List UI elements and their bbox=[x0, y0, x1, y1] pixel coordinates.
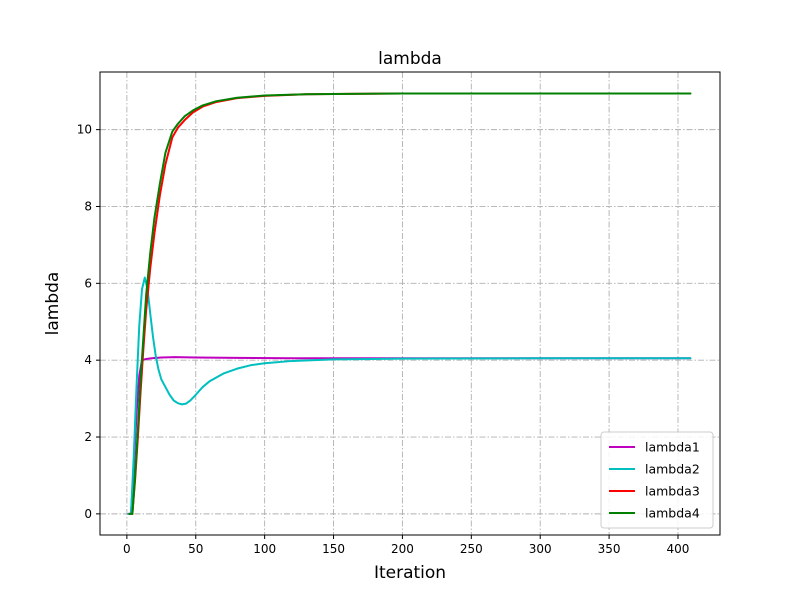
series-line-lambda4 bbox=[128, 92, 692, 515]
legend-label-lambda2: lambda2 bbox=[645, 462, 700, 477]
y-tick-label: 8 bbox=[84, 199, 92, 213]
series-lines bbox=[127, 92, 692, 515]
x-tick-label: 0 bbox=[123, 542, 131, 556]
x-tick-label: 250 bbox=[460, 542, 483, 556]
y-tick-label: 0 bbox=[84, 507, 92, 521]
y-tick-label: 10 bbox=[77, 123, 92, 137]
x-tick-label: 100 bbox=[253, 542, 276, 556]
y-tick-label: 2 bbox=[84, 430, 92, 444]
y-tick-label: 6 bbox=[84, 276, 92, 290]
axis-ticks: 0 50 100 150 200 250 300 350 400 0 2 4 6 8 10 bbox=[77, 123, 690, 556]
x-axis-title: Iteration bbox=[374, 563, 446, 583]
x-tick-label: 300 bbox=[529, 542, 552, 556]
legend-label-lambda4: lambda4 bbox=[645, 506, 700, 521]
legend-label-lambda3: lambda3 bbox=[645, 484, 700, 499]
legend-box bbox=[600, 431, 714, 529]
legend-label-lambda1: lambda1 bbox=[645, 440, 700, 455]
grid bbox=[100, 72, 720, 535]
legend: lambda1 lambda2 lambda3 lambda4 bbox=[600, 431, 714, 529]
y-axis-title: lambda bbox=[43, 272, 63, 336]
chart-title: lambda bbox=[378, 49, 442, 69]
series-line-lambda2 bbox=[127, 276, 692, 515]
x-tick-label: 50 bbox=[188, 542, 203, 556]
x-tick-label: 200 bbox=[391, 542, 414, 556]
y-tick-label: 4 bbox=[84, 353, 92, 367]
x-tick-label: 150 bbox=[322, 542, 345, 556]
x-tick-label: 400 bbox=[667, 542, 690, 556]
x-tick-label: 350 bbox=[598, 542, 621, 556]
plot-frame bbox=[99, 71, 721, 536]
